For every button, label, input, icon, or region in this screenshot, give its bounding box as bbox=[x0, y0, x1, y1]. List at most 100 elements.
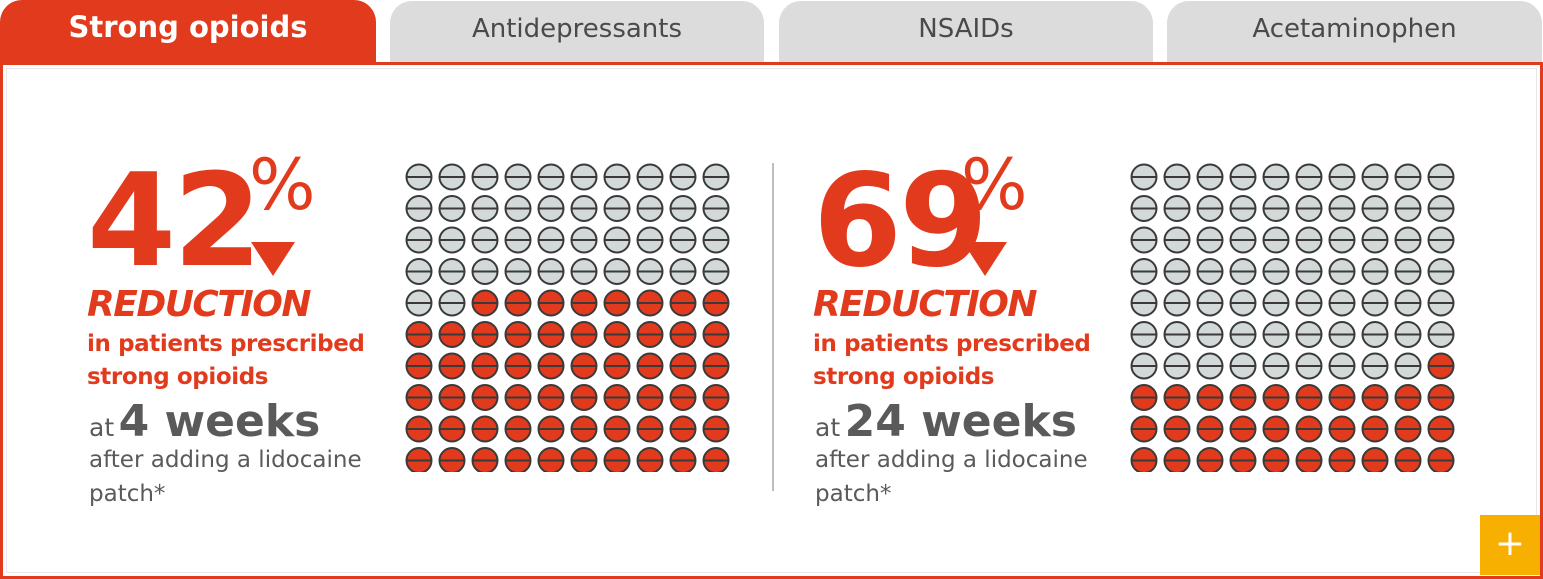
pill bbox=[1361, 258, 1389, 285]
pill bbox=[438, 163, 466, 191]
pill-highlighted bbox=[537, 415, 565, 443]
pill bbox=[1427, 289, 1455, 317]
pill bbox=[1361, 321, 1389, 348]
pill bbox=[537, 195, 565, 222]
pill bbox=[669, 226, 697, 254]
pill-highlighted bbox=[471, 321, 499, 348]
weeks-value: 4 weeks bbox=[118, 396, 321, 447]
pill-highlighted bbox=[1328, 447, 1356, 472]
pill-highlighted bbox=[603, 447, 631, 472]
pill-highlighted bbox=[1262, 447, 1290, 472]
pill-highlighted bbox=[570, 321, 598, 348]
pill-highlighted bbox=[1361, 447, 1389, 472]
pill-highlighted bbox=[471, 352, 499, 380]
pill bbox=[1262, 163, 1290, 191]
pill-highlighted bbox=[504, 384, 532, 411]
pill-highlighted bbox=[636, 415, 664, 443]
pill bbox=[1130, 352, 1158, 380]
pill-highlighted bbox=[669, 415, 697, 443]
pill bbox=[570, 163, 598, 191]
pill bbox=[405, 289, 433, 317]
pill bbox=[1361, 163, 1389, 191]
pill bbox=[405, 226, 433, 254]
pill-highlighted bbox=[504, 289, 532, 317]
pill-highlighted bbox=[1394, 384, 1422, 411]
pill bbox=[603, 258, 631, 285]
pill-highlighted bbox=[1196, 415, 1224, 443]
pill-highlighted bbox=[537, 352, 565, 380]
pill-highlighted bbox=[570, 384, 598, 411]
pill bbox=[1427, 321, 1455, 348]
pill-highlighted bbox=[1196, 384, 1224, 411]
pill-highlighted bbox=[1130, 384, 1158, 411]
pill bbox=[471, 195, 499, 222]
weeks-value: 24 weeks bbox=[844, 396, 1077, 447]
pill-highlighted bbox=[471, 447, 499, 472]
pill-highlighted bbox=[471, 289, 499, 317]
pill-highlighted bbox=[438, 447, 466, 472]
pill-highlighted bbox=[405, 415, 433, 443]
expand-button[interactable]: + bbox=[1480, 515, 1540, 575]
pill bbox=[471, 258, 499, 285]
pill bbox=[1130, 163, 1158, 191]
pill bbox=[1163, 258, 1191, 285]
pill-highlighted bbox=[1163, 415, 1191, 443]
pill bbox=[1328, 163, 1356, 191]
tab-nsaids[interactable]: NSAIDs bbox=[779, 1, 1153, 62]
pill-highlighted bbox=[1262, 384, 1290, 411]
pill-highlighted bbox=[1196, 447, 1224, 472]
pill bbox=[471, 163, 499, 191]
pill-highlighted bbox=[669, 447, 697, 472]
pill bbox=[1229, 352, 1257, 380]
pill bbox=[1295, 258, 1323, 285]
pill bbox=[702, 258, 730, 285]
pill bbox=[1295, 289, 1323, 317]
pill-grid-4-weeks bbox=[405, 163, 730, 472]
pill bbox=[537, 258, 565, 285]
pill-highlighted bbox=[669, 289, 697, 317]
pill bbox=[1427, 163, 1455, 191]
pill-highlighted bbox=[438, 384, 466, 411]
pill-highlighted bbox=[1229, 415, 1257, 443]
pill bbox=[1394, 352, 1422, 380]
tab-acetaminophen[interactable]: Acetaminophen bbox=[1167, 1, 1542, 62]
pill-highlighted bbox=[537, 447, 565, 472]
pill-highlighted bbox=[1394, 447, 1422, 472]
stat-number: 69 bbox=[813, 147, 988, 296]
pill bbox=[1295, 321, 1323, 348]
pill-highlighted bbox=[1163, 447, 1191, 472]
pill bbox=[1229, 258, 1257, 285]
tab-antidepressants[interactable]: Antidepressants bbox=[390, 1, 764, 62]
pill bbox=[570, 195, 598, 222]
pill bbox=[537, 226, 565, 254]
pill bbox=[1229, 289, 1257, 317]
pill-highlighted bbox=[669, 384, 697, 411]
pill-highlighted bbox=[636, 447, 664, 472]
pill-highlighted bbox=[537, 384, 565, 411]
pill-highlighted bbox=[438, 415, 466, 443]
pill bbox=[702, 226, 730, 254]
pill-highlighted bbox=[405, 352, 433, 380]
pill-highlighted bbox=[570, 289, 598, 317]
pill-grid-24-weeks bbox=[1130, 163, 1455, 472]
down-arrow-icon bbox=[963, 242, 1007, 276]
stat-description: in patients prescribed strong opioids bbox=[813, 331, 1091, 390]
pill-highlighted bbox=[1328, 384, 1356, 411]
weeks-line: at 24 weeks bbox=[815, 396, 1077, 447]
pill bbox=[570, 258, 598, 285]
pill bbox=[438, 226, 466, 254]
pill bbox=[669, 258, 697, 285]
pill bbox=[1328, 258, 1356, 285]
pill-highlighted bbox=[1262, 415, 1290, 443]
pill bbox=[570, 226, 598, 254]
pill bbox=[1328, 352, 1356, 380]
tab-label: Strong opioids bbox=[68, 10, 308, 44]
reduction-label: REDUCTION bbox=[87, 284, 312, 325]
pill bbox=[1196, 289, 1224, 317]
tab-strong-opioids[interactable]: Strong opioids bbox=[0, 0, 376, 64]
down-arrow-icon bbox=[251, 242, 295, 276]
content-panel bbox=[0, 62, 1543, 579]
pill bbox=[1130, 289, 1158, 317]
pill-highlighted bbox=[1394, 415, 1422, 443]
pill bbox=[1361, 195, 1389, 222]
